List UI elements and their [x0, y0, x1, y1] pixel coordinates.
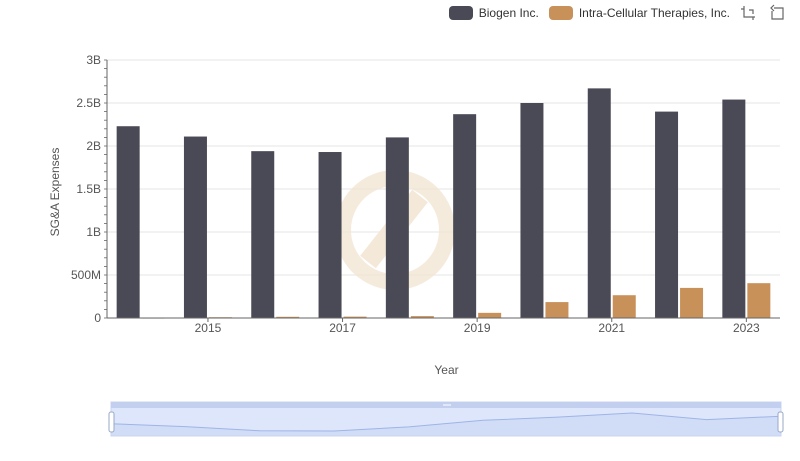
y-tick-label: 0: [94, 311, 101, 325]
bar-biogen-2022: [655, 111, 679, 318]
y-tick-label: 3B: [86, 53, 101, 67]
y-tick-label: 2.5B: [76, 96, 101, 110]
bar-biogen-2015: [183, 136, 207, 318]
zoom-top-bar: [111, 402, 781, 408]
bar-intra-cellular-2018: [410, 316, 434, 318]
x-tick-label: 2023: [733, 321, 760, 335]
bar-intra-cellular-2019: [478, 312, 502, 318]
watermark-logo: [335, 170, 455, 290]
zoom-handle-right: [777, 411, 784, 433]
y-tick-label: 1B: [86, 225, 101, 239]
bars-layer: [116, 88, 771, 319]
bar-biogen-2018: [385, 137, 409, 318]
y-tick-label: 500M: [71, 268, 101, 282]
zoom-preview-line: [110, 412, 782, 432]
y-tick-label: 2B: [86, 139, 101, 153]
y-tick-label: 1.5B: [76, 182, 101, 196]
bar-biogen-2014: [116, 126, 140, 318]
bar-intra-cellular-2023: [747, 283, 771, 318]
bar-biogen-2019: [453, 114, 477, 319]
bar-biogen-2023: [722, 99, 746, 318]
legend-swatch-intra-cellular: [548, 6, 573, 20]
zoom-crosshair-icon[interactable]: [740, 4, 758, 22]
x-axis-title: Year: [434, 363, 458, 377]
bar-biogen-2017: [318, 152, 342, 318]
restore-icon[interactable]: [768, 4, 786, 22]
zoom-selected-range: [110, 401, 782, 437]
x-tick-label: 2021: [598, 321, 625, 335]
grid-layer: [107, 59, 780, 319]
bar-biogen-2016: [251, 151, 275, 318]
legend-label-intra-cellular: Intra-Cellular Therapies, Inc.: [578, 6, 730, 20]
bar-intra-cellular-2021: [612, 295, 636, 318]
bar-intra-cellular-2014: [141, 317, 165, 319]
bar-intra-cellular-2022: [680, 287, 704, 318]
axis-layer: 0 500M 1B 1.5B 2B 2.5B 3B 2015 2017 2019 2021 2023 Y…: [48, 53, 780, 377]
x-tick-label: 2015: [195, 321, 222, 335]
legend-swatch-biogen: [448, 6, 473, 20]
bar-intra-cellular-2017: [343, 316, 367, 318]
data-zoom[interactable]: [108, 401, 784, 437]
legend-item-biogen[interactable]: Biogen Inc.: [448, 6, 539, 20]
x-tick-label: 2017: [329, 321, 356, 335]
bar-intra-cellular-2016: [276, 316, 300, 318]
zoom-handle-left: [108, 411, 115, 433]
bar-biogen-2020: [520, 103, 544, 318]
legend-label-biogen: Biogen Inc.: [478, 6, 539, 20]
legend: Biogen Inc. Intra-Cellular Therapies, In…: [448, 4, 786, 22]
zoom-preview-area: [111, 413, 781, 436]
x-tick-label: 2019: [464, 321, 491, 335]
bar-intra-cellular-2015: [208, 317, 232, 319]
bar-biogen-2021: [587, 88, 611, 318]
legend-item-intra-cellular[interactable]: Intra-Cellular Therapies, Inc.: [548, 6, 730, 20]
y-axis-title: SG&A Expenses: [48, 148, 62, 237]
bar-intra-cellular-2020: [545, 302, 569, 318]
